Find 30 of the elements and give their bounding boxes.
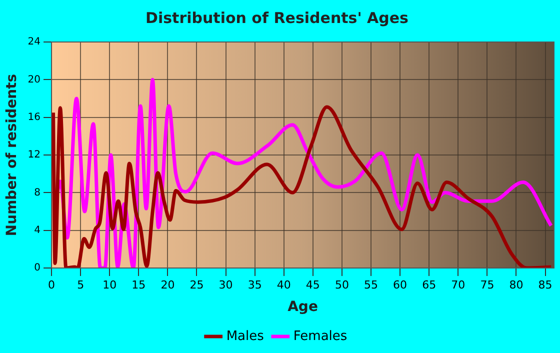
x-tick-label: 50 [334, 278, 349, 292]
x-tick-label: 70 [451, 278, 466, 292]
x-tick-label: 10 [102, 278, 117, 292]
y-tick-label: 0 [34, 262, 41, 274]
x-tick-label: 80 [509, 278, 524, 292]
legend-label: Females [293, 328, 348, 344]
legend-label: Males [226, 328, 264, 344]
x-tick-label: 60 [393, 278, 408, 292]
chart-title: Distribution of Residents' Ages [146, 8, 409, 27]
y-tick-label: 24 [28, 36, 41, 48]
y-tick-label: 16 [28, 112, 41, 123]
x-tick-label: 35 [248, 278, 262, 292]
x-tick-label: 75 [480, 278, 494, 292]
x-tick-label: 85 [538, 278, 552, 292]
x-tick-label: 15 [132, 278, 146, 292]
x-tick-label: 30 [218, 278, 233, 292]
y-tick-label: 20 [28, 74, 41, 86]
x-tick-label: 20 [160, 278, 175, 292]
y-tick-label: 4 [34, 224, 41, 236]
y-tick-label: 8 [34, 187, 41, 198]
y-tick-label: 12 [28, 150, 41, 161]
y-axis-title: Number of residents [4, 74, 20, 236]
x-tick-label: 0 [48, 278, 56, 292]
x-tick-label: 40 [276, 278, 291, 292]
x-tick-label: 25 [190, 278, 204, 292]
x-tick-label: 45 [306, 278, 320, 292]
x-tick-label: 5 [77, 278, 84, 292]
x-tick-label: 65 [422, 278, 436, 292]
x-axis-title: Age [288, 299, 318, 316]
x-tick-label: 55 [364, 278, 378, 292]
